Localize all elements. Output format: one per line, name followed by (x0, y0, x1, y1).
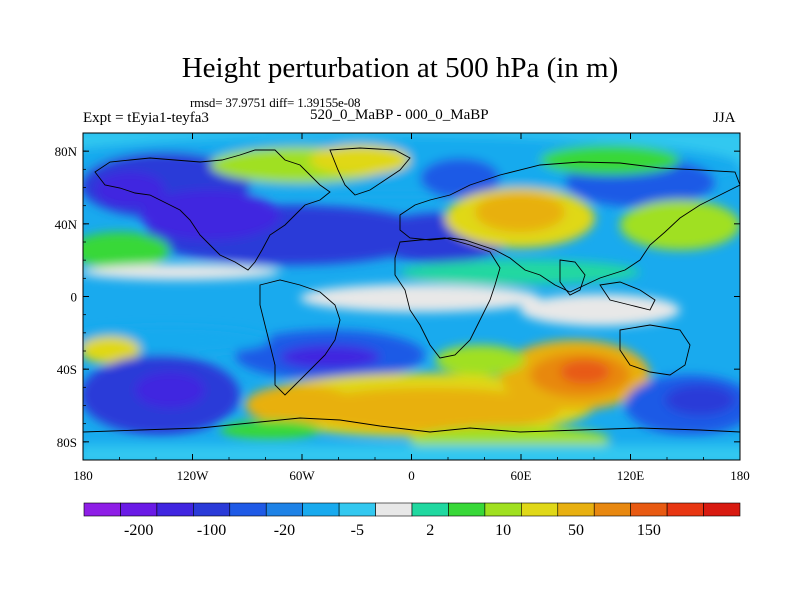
time-slice-label: 520_0_MaBP - 000_0_MaBP (310, 107, 489, 123)
colorbar: -200 -100 -20 -5 2 10 50 150 (83, 502, 741, 539)
axis-ticks: 180 120W 60W 0 60E 120E 180 80N 40N 0 40S 80S (55, 132, 750, 483)
colorbar-swatch (448, 502, 486, 517)
x-tick-label: 120E (617, 468, 645, 483)
colorbar-swatch (375, 502, 413, 517)
colorbar-swatch (521, 502, 559, 517)
colorbar-label: -5 (351, 522, 364, 539)
rmsd-stats: rmsd= 37.9751 diff= 1.39155e-08 (190, 95, 361, 110)
colorbar-label: -100 (197, 522, 226, 539)
colorbar-label: -200 (124, 522, 153, 539)
chart-title: Height perturbation at 500 hPa (in m) (181, 52, 619, 84)
colorbar-label: 2 (426, 522, 434, 539)
x-tick-label: 0 (408, 468, 415, 483)
season-label: JJA (713, 110, 736, 126)
x-tick-label: 60E (511, 468, 532, 483)
colorbar-swatch (229, 502, 267, 517)
x-tick-label: 120W (177, 468, 210, 483)
colorbar-swatch (666, 502, 704, 517)
colorbar-label: 150 (637, 522, 661, 539)
colorbar-swatch (265, 502, 303, 517)
colorbar-swatch (120, 502, 158, 517)
colorbar-swatch (593, 502, 631, 517)
colorbar-swatch (193, 502, 231, 517)
colorbar-label: 50 (568, 522, 584, 539)
y-tick-label: 80S (57, 435, 77, 450)
colorbar-swatch (630, 502, 668, 517)
colorbar-swatch (557, 502, 595, 517)
coastlines (83, 147, 740, 433)
colorbar-swatch (156, 502, 194, 517)
colorbar-label: -20 (274, 522, 295, 539)
colorbar-swatch (302, 502, 340, 517)
colorbar-swatch (703, 502, 741, 517)
colorbar-label: 10 (495, 522, 511, 539)
colorbar-swatch (338, 502, 376, 517)
colorbar-swatch (83, 502, 121, 517)
x-tick-label: 180 (73, 468, 93, 483)
colorbar-swatch (411, 502, 449, 517)
x-tick-label: 60W (289, 468, 315, 483)
y-tick-label: 0 (71, 290, 78, 305)
colorbar-swatch (484, 502, 522, 517)
experiment-label: Expt = tEyia1-teyfa3 (83, 110, 209, 126)
contour-field (83, 133, 740, 460)
y-tick-label: 80N (55, 144, 78, 159)
y-tick-label: 40S (57, 362, 77, 377)
y-tick-label: 40N (55, 217, 78, 232)
x-tick-label: 180 (730, 468, 750, 483)
